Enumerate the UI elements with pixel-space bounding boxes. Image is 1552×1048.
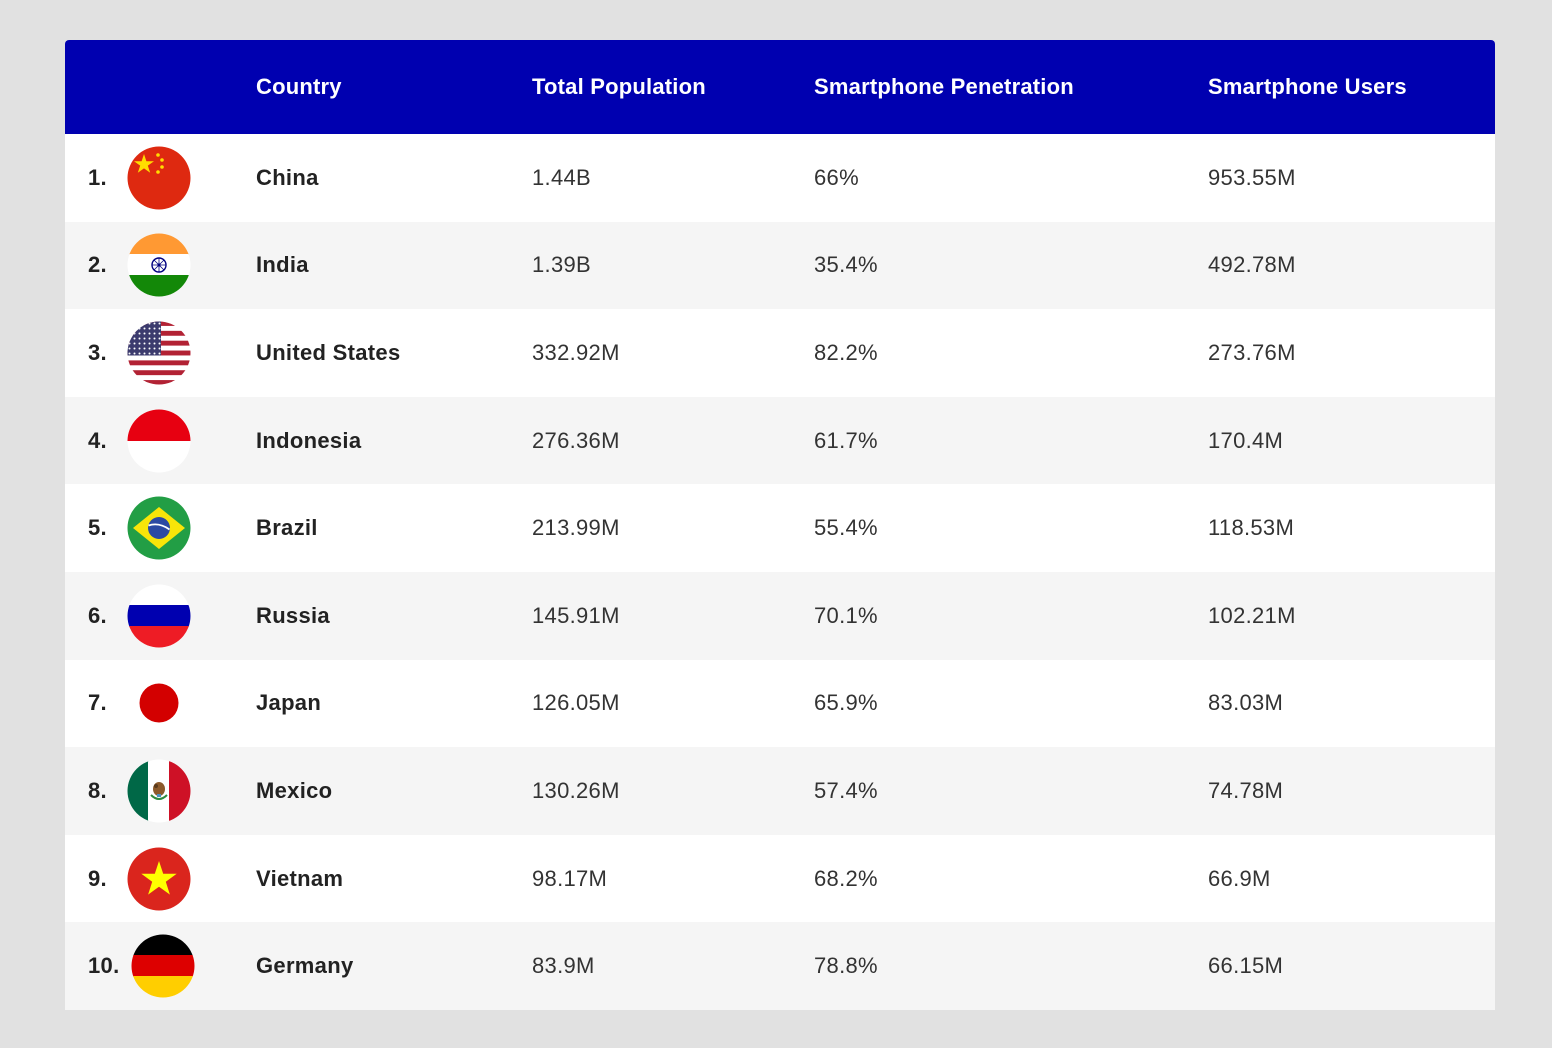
table-row: 9. Vietnam 98.17M 68.2% 66.9M <box>65 835 1495 923</box>
country-name: Brazil <box>256 515 318 541</box>
mexico-flag-icon <box>127 747 191 835</box>
header-smartphone-users: Smartphone Users <box>1208 74 1407 99</box>
indonesia-flag-icon <box>127 397 191 485</box>
table-row: 6. Russia 145.91M 70.1% 102.21M <box>65 571 1495 660</box>
smartphone-users: 66.9M <box>1208 865 1271 891</box>
smartphone-users: 492.78M <box>1208 252 1296 278</box>
china-flag-icon <box>127 134 191 222</box>
total-population: 145.91M <box>532 602 620 628</box>
total-population: 1.44B <box>532 164 591 190</box>
japan-flag-icon <box>127 660 191 748</box>
brazil-flag-icon <box>127 484 191 572</box>
country-name: China <box>256 164 319 190</box>
table-row: 2. India 1.39B 35.4% 492.78M <box>65 221 1495 310</box>
header-smartphone-penetration: Smartphone Penetration <box>814 74 1074 99</box>
smartphone-penetration: 65.9% <box>814 690 878 716</box>
smartphone-penetration: 70.1% <box>814 602 878 628</box>
smartphone-users: 170.4M <box>1208 427 1284 453</box>
table-row: 7. Japan 126.05M 65.9% 83.03M <box>65 660 1495 748</box>
smartphone-penetration: 57.4% <box>814 777 878 803</box>
table-row: 5. Brazil 213.99M 55.4% 118.53M <box>65 484 1495 572</box>
total-population: 130.26M <box>532 777 620 803</box>
table-row: 3. <box>65 309 1495 397</box>
country-name: Germany <box>256 953 354 979</box>
vietnam-flag-icon <box>127 835 191 923</box>
table-row: 4. Indonesia 276.36M 61.7% 170.4M <box>65 396 1495 485</box>
smartphone-users: 74.78M <box>1208 777 1284 803</box>
united-states-flag-icon <box>127 309 191 397</box>
russia-flag-icon <box>127 572 191 660</box>
smartphone-users: 273.76M <box>1208 339 1296 365</box>
smartphone-users: 118.53M <box>1208 515 1295 541</box>
rank: 6. <box>88 602 107 628</box>
total-population: 98.17M <box>532 865 608 891</box>
smartphone-users: 102.21M <box>1208 602 1296 628</box>
table-header: Country Total Population Smartphone Pene… <box>65 40 1495 134</box>
rank: 5. <box>88 515 107 541</box>
germany-flag-icon <box>131 922 195 1010</box>
table-row: 10. Germany 83.9M 78.8% 66.15M <box>65 922 1495 1010</box>
smartphone-penetration: 61.7% <box>814 427 878 453</box>
rank: 7. <box>88 690 107 716</box>
smartphone-penetration: 68.2% <box>814 865 878 891</box>
country-name: United States <box>256 339 401 365</box>
total-population: 83.9M <box>532 953 595 979</box>
header-total-population: Total Population <box>532 74 706 99</box>
total-population: 213.99M <box>532 515 620 541</box>
india-flag-icon <box>127 222 191 310</box>
rank: 8. <box>88 777 107 803</box>
table-row: 8. Mexico 130.26M 57.4% 74.78M <box>65 747 1495 835</box>
rank: 3. <box>88 339 107 365</box>
rank: 9. <box>88 865 107 891</box>
country-name: Vietnam <box>256 865 344 891</box>
country-name: India <box>256 252 309 278</box>
smartphone-penetration: 82.2% <box>814 339 878 365</box>
smartphone-penetration: 66% <box>814 164 859 190</box>
country-name: Japan <box>256 690 322 716</box>
rank: 2. <box>88 252 107 278</box>
total-population: 276.36M <box>532 427 620 453</box>
table-row: 1. China 1.44B 66% 953.55M <box>65 134 1495 222</box>
country-name: Russia <box>256 602 330 628</box>
rank: 10. <box>88 953 120 979</box>
smartphone-users: 953.55M <box>1208 164 1296 190</box>
smartphone-penetration: 55.4% <box>814 515 878 541</box>
rank: 4. <box>88 427 107 453</box>
rank: 1. <box>88 164 107 190</box>
total-population: 332.92M <box>532 339 620 365</box>
header-country: Country <box>256 74 342 99</box>
total-population: 126.05M <box>532 690 620 716</box>
smartphone-penetration: 35.4% <box>814 252 878 278</box>
smartphone-users-table: Country Total Population Smartphone Pene… <box>65 40 1495 1010</box>
smartphone-penetration: 78.8% <box>814 953 878 979</box>
smartphone-users: 66.15M <box>1208 953 1284 979</box>
country-name: Indonesia <box>256 427 362 453</box>
country-name: Mexico <box>256 777 333 803</box>
smartphone-users: 83.03M <box>1208 690 1284 716</box>
total-population: 1.39B <box>532 252 591 278</box>
